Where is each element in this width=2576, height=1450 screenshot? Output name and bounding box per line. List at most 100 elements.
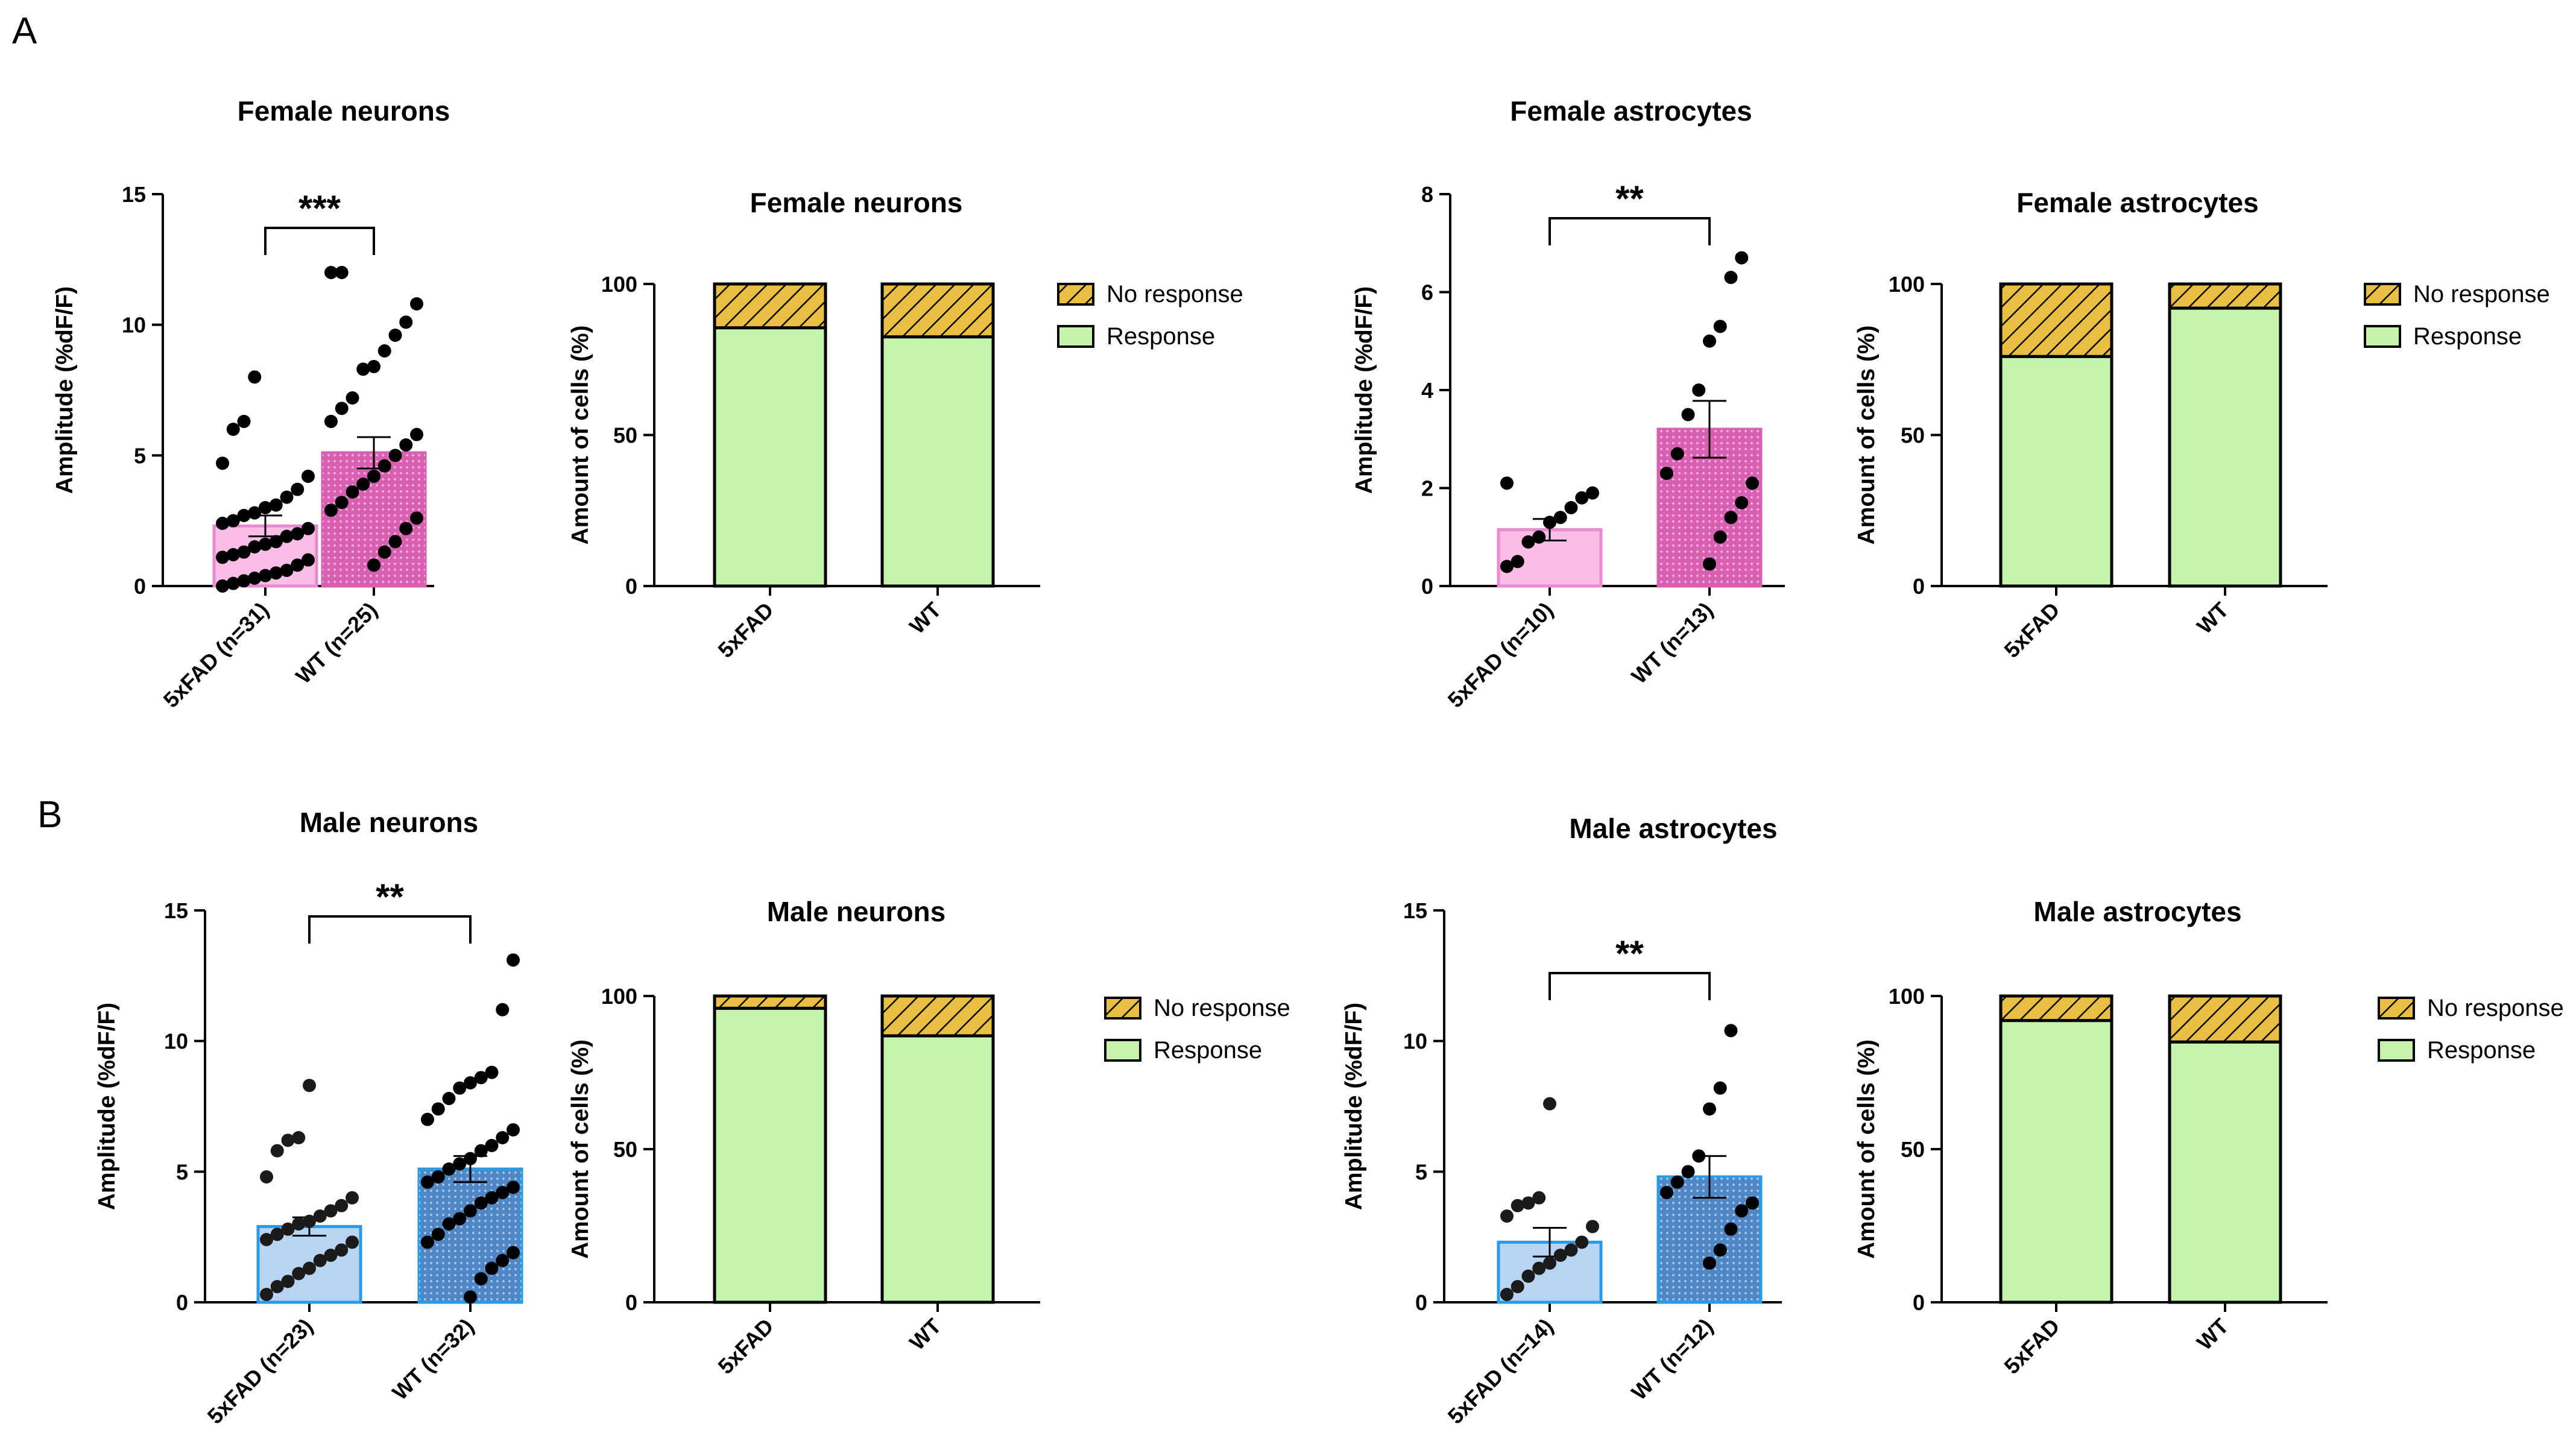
y-tick-label: 5 [1415, 1159, 1427, 1184]
data-point [399, 315, 413, 329]
data-point [248, 572, 262, 585]
legend-swatch-response [1057, 325, 1094, 348]
data-point [291, 558, 305, 572]
data-point [1500, 1288, 1514, 1301]
data-point [1735, 496, 1749, 509]
chart-title: Male astrocytes [1569, 813, 1777, 844]
chart-8: Male astrocytes Amount of cells (%) 0 50 100… [1854, 896, 2564, 1379]
data-point [260, 1233, 273, 1246]
data-point [269, 566, 283, 580]
data-point [388, 329, 402, 342]
data-point [507, 953, 520, 967]
bar-response-wt [880, 335, 995, 588]
data-point [1521, 535, 1535, 549]
data-point [377, 545, 391, 559]
y-tick-label: 15 [164, 898, 188, 923]
data-point [303, 1214, 316, 1228]
bar-no-response-wt [2168, 282, 2282, 310]
data-point [1681, 1165, 1695, 1179]
data-point [270, 1228, 284, 1241]
x-tick-label-5xfad-n-23: 5xFAD (n=23) [203, 1314, 318, 1429]
y-tick-label: 15 [122, 182, 146, 207]
data-point [1660, 467, 1673, 481]
x-tick-label-5xfad-n-14: 5xFAD (n=14) [1443, 1314, 1558, 1429]
chart-title: Female astrocytes [1510, 95, 1752, 127]
data-point [248, 506, 262, 520]
data-point [335, 402, 349, 415]
data-point [1692, 1149, 1706, 1163]
data-point [1670, 447, 1684, 461]
data-point [1500, 476, 1514, 490]
data-point [474, 1071, 488, 1085]
y-tick-label: 50 [1901, 423, 1925, 448]
data-point [303, 1079, 316, 1092]
data-point [399, 438, 413, 452]
legend-label-response: Response [1154, 1037, 1262, 1064]
data-point [270, 1280, 284, 1293]
data-point [1532, 1261, 1546, 1275]
data-point [1500, 1209, 1514, 1223]
data-point [431, 1102, 445, 1116]
data-point [421, 1175, 434, 1189]
legend-label-response: Response [1106, 323, 1215, 350]
x-tick-label-wt-n-25: WT (n=25) [291, 597, 382, 689]
data-point [1713, 1243, 1727, 1257]
data-point [410, 511, 423, 525]
data-point [464, 1290, 477, 1304]
data-point [442, 1162, 456, 1176]
data-point [1724, 271, 1738, 285]
data-point [216, 579, 229, 593]
data-point [1586, 1220, 1599, 1234]
data-point [496, 1253, 510, 1267]
charts-layer: Female neurons Amplitude (%dF/F) 0 5 10 15 5xF… [52, 95, 2564, 1429]
significance-bracket [308, 915, 472, 944]
data-point [301, 522, 315, 535]
chart-1: Female neurons Amplitude (%dF/F) 0 5 10 15 5xF… [52, 95, 450, 713]
data-point [303, 1261, 316, 1275]
data-point [474, 1272, 488, 1285]
legend-label-response: Response [2427, 1037, 2536, 1064]
bar-no-response-5xfad [713, 282, 827, 330]
x-tick-label-5xfad: 5xFAD [1999, 597, 2064, 663]
y-tick-label: 100 [1889, 984, 1925, 1009]
x-tick-label-5xfad: 5xFAD [713, 1314, 778, 1379]
data-point [1703, 1256, 1716, 1270]
y-tick-label: 2 [1421, 476, 1433, 501]
data-point [1564, 501, 1578, 514]
data-point [356, 478, 370, 491]
y-axis-label: Amount of cells (%) [567, 325, 593, 544]
chart-title: Male neurons [300, 807, 479, 838]
data-point [410, 427, 423, 441]
data-point [1713, 320, 1727, 333]
data-point [485, 1139, 499, 1152]
x-tick-label-5xfad: 5xFAD [713, 597, 778, 663]
legend-swatch-response [1104, 1039, 1141, 1062]
data-point [237, 415, 251, 428]
y-tick-label: 6 [1421, 280, 1433, 305]
data-point [1511, 1199, 1524, 1212]
x-tick-label-wt-n-32: WT (n=32) [387, 1314, 478, 1405]
data-point [421, 1235, 434, 1249]
data-point [399, 522, 413, 535]
y-tick-label: 0 [625, 574, 637, 599]
x-tick-label-wt-n-12: WT (n=12) [1626, 1314, 1717, 1405]
y-tick-label: 10 [1403, 1029, 1427, 1054]
x-tick-label-wt: WT [2192, 597, 2233, 639]
y-tick-label: 5 [176, 1159, 188, 1184]
data-point [313, 1209, 327, 1223]
data-point [260, 1288, 273, 1301]
y-tick-label: 100 [601, 984, 637, 1009]
data-point [464, 1076, 477, 1089]
data-point [474, 1196, 488, 1210]
y-tick-label: 0 [1415, 1290, 1427, 1315]
legend-label-response: Response [2413, 323, 2522, 350]
data-point [453, 1157, 467, 1171]
data-point [335, 1199, 349, 1212]
significance-label: ** [1615, 178, 1644, 219]
y-tick-label: 0 [1421, 574, 1433, 599]
data-point [248, 370, 262, 384]
data-point [1543, 1097, 1556, 1111]
data-point [324, 1249, 338, 1262]
y-axis-label: Amplitude (%dF/F) [1341, 1003, 1367, 1210]
data-point [280, 529, 294, 543]
